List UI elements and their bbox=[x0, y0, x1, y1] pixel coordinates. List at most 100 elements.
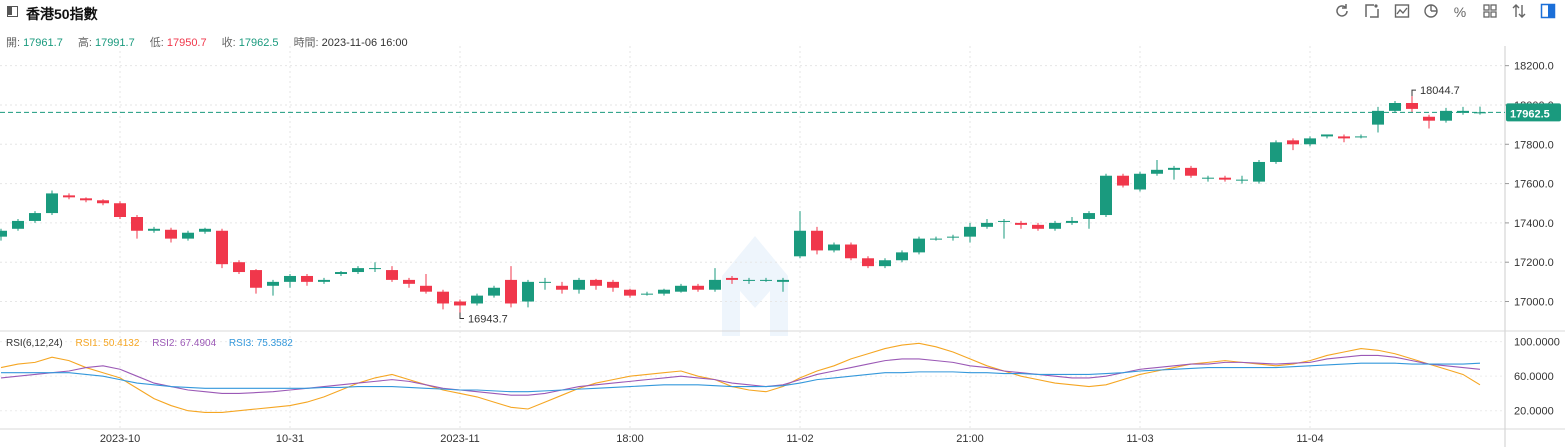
time-tick-label: 11-03 bbox=[1126, 433, 1153, 445]
candle-body bbox=[454, 301, 466, 306]
candle-body bbox=[743, 279, 755, 281]
candle-body bbox=[692, 285, 704, 290]
candle-body bbox=[1100, 175, 1112, 216]
candle-body bbox=[233, 262, 245, 273]
time-value: 2023-11-06 16:00 bbox=[321, 37, 408, 49]
candle-body bbox=[1270, 142, 1282, 162]
candle-body bbox=[1406, 103, 1418, 109]
high-value: 17991.7 bbox=[94, 37, 135, 49]
time-tick-label: 21:00 bbox=[956, 433, 984, 445]
candle-body bbox=[811, 230, 823, 251]
draw-icon[interactable] bbox=[1363, 3, 1381, 21]
candle-body bbox=[403, 279, 415, 284]
candle-body bbox=[607, 281, 619, 288]
candle-body bbox=[1457, 110, 1469, 113]
candle-body bbox=[947, 236, 959, 238]
candle-body bbox=[1338, 136, 1350, 139]
candle-body bbox=[284, 275, 296, 282]
rsi-tick-label: 20.0000 bbox=[1514, 406, 1554, 418]
candle-body bbox=[80, 198, 92, 201]
high-label: 高: bbox=[77, 37, 92, 49]
indicator-icon[interactable] bbox=[1393, 3, 1411, 21]
low-value: 17950.7 bbox=[166, 37, 207, 49]
sort-icon[interactable] bbox=[1510, 3, 1528, 21]
candle-body bbox=[862, 258, 874, 267]
rsi-legend: RSI(6,12,24) RSI1: 50.4132 RSI2: 67.4904… bbox=[6, 338, 303, 349]
time-tick-label: 2023-11 bbox=[440, 433, 480, 445]
candle-body bbox=[148, 228, 160, 231]
rsi2-legend: RSI2: 67.4904 bbox=[152, 338, 217, 349]
chart-canvas[interactable]: 17000.017200.017400.017600.017800.018000… bbox=[0, 46, 1565, 447]
candle-body bbox=[1134, 173, 1146, 190]
candle-body bbox=[1049, 222, 1061, 229]
min-marker-arrow bbox=[459, 312, 464, 320]
current-price-tag bbox=[1506, 103, 1561, 122]
candle-body bbox=[845, 244, 857, 259]
time-tick-label: 11-02 bbox=[786, 433, 813, 445]
candle-body bbox=[369, 268, 381, 270]
candle-body bbox=[488, 287, 500, 296]
candle-body bbox=[1185, 167, 1197, 176]
sidebar-toggle-icon[interactable] bbox=[1539, 3, 1557, 21]
candle-body bbox=[539, 281, 551, 283]
time-tick-label: 10-31 bbox=[276, 433, 304, 445]
close-value: 17962.5 bbox=[238, 37, 279, 49]
candle-body bbox=[386, 270, 398, 280]
candle-body bbox=[182, 232, 194, 239]
candle-body bbox=[1423, 116, 1435, 121]
rsi1-legend: RSI1: 50.4132 bbox=[75, 338, 140, 349]
candle-body bbox=[12, 220, 24, 229]
candle-body bbox=[420, 285, 432, 292]
candle-body bbox=[913, 238, 925, 253]
candle-body bbox=[1389, 103, 1401, 111]
watermark-logo bbox=[722, 236, 788, 336]
pie-icon[interactable] bbox=[1422, 3, 1440, 21]
percent-icon[interactable]: % bbox=[1453, 4, 1467, 20]
candle-body bbox=[1440, 110, 1452, 121]
price-tick-label: 17800.0 bbox=[1514, 139, 1554, 151]
candle-body bbox=[29, 213, 41, 221]
candle-body bbox=[63, 195, 75, 198]
candle-body bbox=[1355, 136, 1367, 138]
candle-body bbox=[352, 268, 364, 273]
candle-body bbox=[556, 285, 568, 290]
chart-panel-icon bbox=[7, 6, 18, 17]
candle-body bbox=[1202, 177, 1214, 179]
candle-body bbox=[573, 279, 585, 290]
grid-icon[interactable] bbox=[1481, 3, 1499, 21]
price-tick-label: 17000.0 bbox=[1514, 297, 1554, 309]
rsi3-legend: RSI3: 75.3582 bbox=[228, 338, 293, 349]
candle-body bbox=[964, 226, 976, 237]
rsi-line-rsi2 bbox=[0, 354, 1481, 396]
candle-body bbox=[1151, 169, 1163, 174]
time-label: 時間: bbox=[293, 37, 319, 49]
open-label: 開: bbox=[6, 37, 21, 49]
refresh-icon[interactable] bbox=[1333, 3, 1351, 21]
min-price-label: 16943.7 bbox=[468, 314, 508, 326]
price-tick-label: 17400.0 bbox=[1514, 218, 1554, 230]
candle-body bbox=[998, 220, 1010, 222]
open-value: 17961.7 bbox=[23, 37, 63, 49]
candle-body bbox=[641, 293, 653, 295]
candle-body bbox=[1304, 138, 1316, 145]
candle-body bbox=[0, 230, 7, 237]
candle-body bbox=[505, 279, 517, 304]
candle-body bbox=[1321, 134, 1333, 137]
close-label: 收: bbox=[221, 37, 236, 49]
candle-body bbox=[46, 193, 58, 214]
candle-body bbox=[437, 291, 449, 304]
candle-body bbox=[1372, 110, 1384, 125]
candle-body bbox=[1253, 161, 1265, 182]
candle-body bbox=[709, 279, 721, 290]
candle-body bbox=[1236, 179, 1248, 181]
candle-body bbox=[335, 272, 347, 274]
candle-body bbox=[1015, 222, 1027, 225]
candle-body bbox=[896, 252, 908, 261]
candle-body bbox=[267, 281, 279, 286]
candle-body bbox=[624, 289, 636, 296]
candle-body bbox=[760, 279, 772, 281]
candle-body bbox=[1117, 175, 1129, 186]
candle-body bbox=[658, 289, 670, 294]
price-tick-label: 17600.0 bbox=[1514, 179, 1554, 191]
time-tick-label: 18:00 bbox=[616, 433, 644, 445]
